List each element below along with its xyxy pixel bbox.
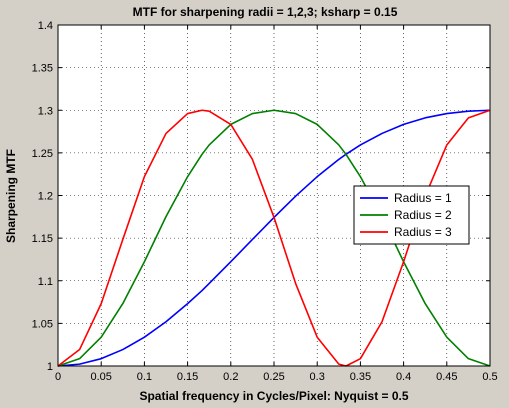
x-tick-label: 0.45 — [436, 371, 457, 383]
series-line-2 — [57, 109, 491, 367]
x-tick-label: 0.05 — [90, 371, 111, 383]
legend-label-1: Radius = 1 — [394, 191, 452, 205]
y-tick-label: 1.1 — [38, 276, 53, 288]
x-tick-label: 0.4 — [396, 371, 411, 383]
x-axis-label: Spatial frequency in Cycles/Pixel: Nyqui… — [139, 389, 408, 403]
y-tick-label: 1.2 — [38, 191, 53, 203]
legend-label-3: Radius = 3 — [394, 225, 452, 239]
x-tick-label: 0.3 — [310, 371, 325, 383]
x-tick-label: 0.15 — [177, 371, 198, 383]
y-tick-label: 1.05 — [32, 318, 53, 330]
y-tick-label: 1.4 — [38, 20, 53, 32]
x-tick-label: 0.2 — [223, 371, 238, 383]
chart-title: MTF for sharpening radii = 1,2,3; ksharp… — [133, 5, 398, 19]
y-tick-label: 1.15 — [32, 233, 53, 245]
y-tick-label: 1 — [47, 361, 53, 373]
x-tick-label: 0 — [55, 371, 61, 383]
legend: Radius = 1 Radius = 2 Radius = 3 — [353, 185, 470, 245]
x-tick-label: 0.5 — [482, 371, 497, 383]
y-tick-labels: 1 1.05 1.1 1.15 1.2 1.25 1.3 1.35 1.4 — [32, 20, 53, 373]
legend-label-2: Radius = 2 — [394, 208, 452, 222]
x-tick-label: 0.25 — [263, 371, 284, 383]
y-tick-label: 1.25 — [32, 148, 53, 160]
plot-border — [57, 24, 491, 367]
x-tick-label: 0.35 — [350, 371, 371, 383]
x-tick-labels: 0 0.05 0.1 0.15 0.2 0.25 0.3 0.35 0.4 0.45 0.5 — [55, 371, 498, 383]
grid-lines — [58, 25, 490, 366]
x-tick-label: 0.1 — [137, 371, 152, 383]
y-axis-label: Sharpening MTF — [4, 149, 18, 243]
legend-box — [353, 185, 470, 245]
y-tick-label: 1.3 — [38, 105, 53, 117]
y-tick-label: 1.35 — [32, 63, 53, 75]
